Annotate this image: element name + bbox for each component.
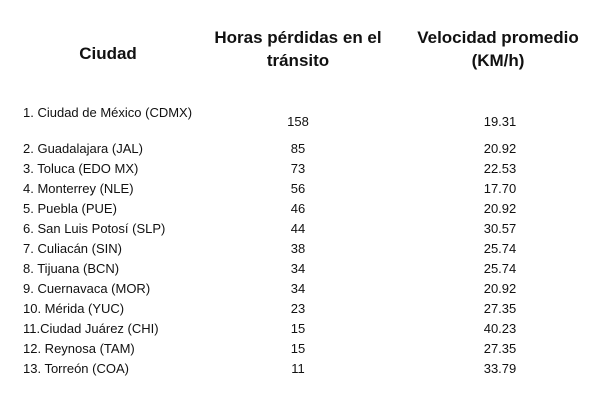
hours-cell: 38 — [290, 241, 306, 256]
speed-cell: 20.92 — [483, 201, 517, 216]
table-row: 10. Mérida (YUC) 23 27.35 — [0, 299, 597, 319]
table-row: 13. Torreón (COA) 11 33.79 — [0, 359, 597, 379]
speed-cell: 20.92 — [483, 141, 517, 156]
city-cell: 13. Torreón (COA) — [23, 361, 129, 376]
hours-cell: 34 — [290, 261, 306, 276]
table-row: 2. Guadalajara (JAL) 85 20.92 — [0, 139, 597, 159]
table-body: 1. Ciudad de México (CDMX) 158 19.31 2. … — [0, 104, 597, 379]
city-cell: 9. Cuernavaca (MOR) — [23, 281, 151, 296]
city-cell: 12. Reynosa (TAM) — [23, 341, 135, 356]
hours-cell: 85 — [290, 141, 306, 156]
speed-cell: 25.74 — [483, 261, 517, 276]
speed-cell: 27.35 — [483, 301, 517, 316]
hours-cell: 34 — [290, 281, 306, 296]
hours-cell: 73 — [290, 161, 306, 176]
hours-cell: 15 — [290, 321, 306, 336]
hours-cell: 11 — [291, 361, 305, 376]
table-row: 8. Tijuana (BCN) 34 25.74 — [0, 259, 597, 279]
header-city: Ciudad — [79, 44, 137, 63]
table-row: 11.Ciudad Juárez (CHI) 15 40.23 — [0, 319, 597, 339]
table-row: 1. Ciudad de México (CDMX) 158 19.31 — [0, 104, 597, 139]
table-header: Ciudad Horas pérdidas en el tránsito Vel… — [0, 26, 597, 86]
city-cell: 3. Toluca (EDO MX) — [23, 161, 139, 176]
speed-cell: 30.57 — [483, 221, 517, 236]
speed-cell: 33.79 — [483, 361, 517, 376]
city-cell: 2. Guadalajara (JAL) — [23, 141, 143, 156]
city-cell: 8. Tijuana (BCN) — [23, 261, 120, 276]
table-row: 5. Puebla (PUE) 46 20.92 — [0, 199, 597, 219]
table-row: 9. Cuernavaca (MOR) 34 20.92 — [0, 279, 597, 299]
city-cell: 6. San Luis Potosí (SLP) — [23, 221, 166, 236]
header-average-speed: Velocidad promedio (KM/h) — [417, 28, 579, 70]
speed-cell: 20.92 — [483, 281, 517, 296]
table-row: 12. Reynosa (TAM) 15 27.35 — [0, 339, 597, 359]
city-cell: 7. Culiacán (SIN) — [23, 241, 122, 256]
header-hours-lost: Horas pérdidas en el tránsito — [214, 28, 382, 70]
hours-cell: 44 — [290, 221, 306, 236]
speed-cell: 22.53 — [483, 161, 517, 176]
city-cell: 10. Mérida (YUC) — [23, 301, 125, 316]
table-row: 4. Monterrey (NLE) 56 17.70 — [0, 179, 597, 199]
hours-cell: 56 — [290, 181, 306, 196]
speed-cell: 40.23 — [483, 321, 517, 336]
speed-cell: 17.70 — [483, 181, 517, 196]
speed-cell: 19.31 — [483, 114, 517, 129]
table-row: 7. Culiacán (SIN) 38 25.74 — [0, 239, 597, 259]
city-cell: 11.Ciudad Juárez (CHI) — [23, 321, 159, 336]
hours-cell: 46 — [290, 201, 306, 216]
city-cell: 5. Puebla (PUE) — [23, 201, 117, 216]
hours-cell: 15 — [290, 341, 306, 356]
speed-cell: 25.74 — [483, 241, 517, 256]
city-cell: 1. Ciudad de México (CDMX) — [23, 105, 193, 120]
hours-cell: 158 — [287, 114, 309, 129]
hours-cell: 23 — [290, 301, 306, 316]
city-cell: 4. Monterrey (NLE) — [23, 181, 134, 196]
speed-cell: 27.35 — [483, 341, 517, 356]
table-row: 3. Toluca (EDO MX) 73 22.53 — [0, 159, 597, 179]
table-row: 6. San Luis Potosí (SLP) 44 30.57 — [0, 219, 597, 239]
